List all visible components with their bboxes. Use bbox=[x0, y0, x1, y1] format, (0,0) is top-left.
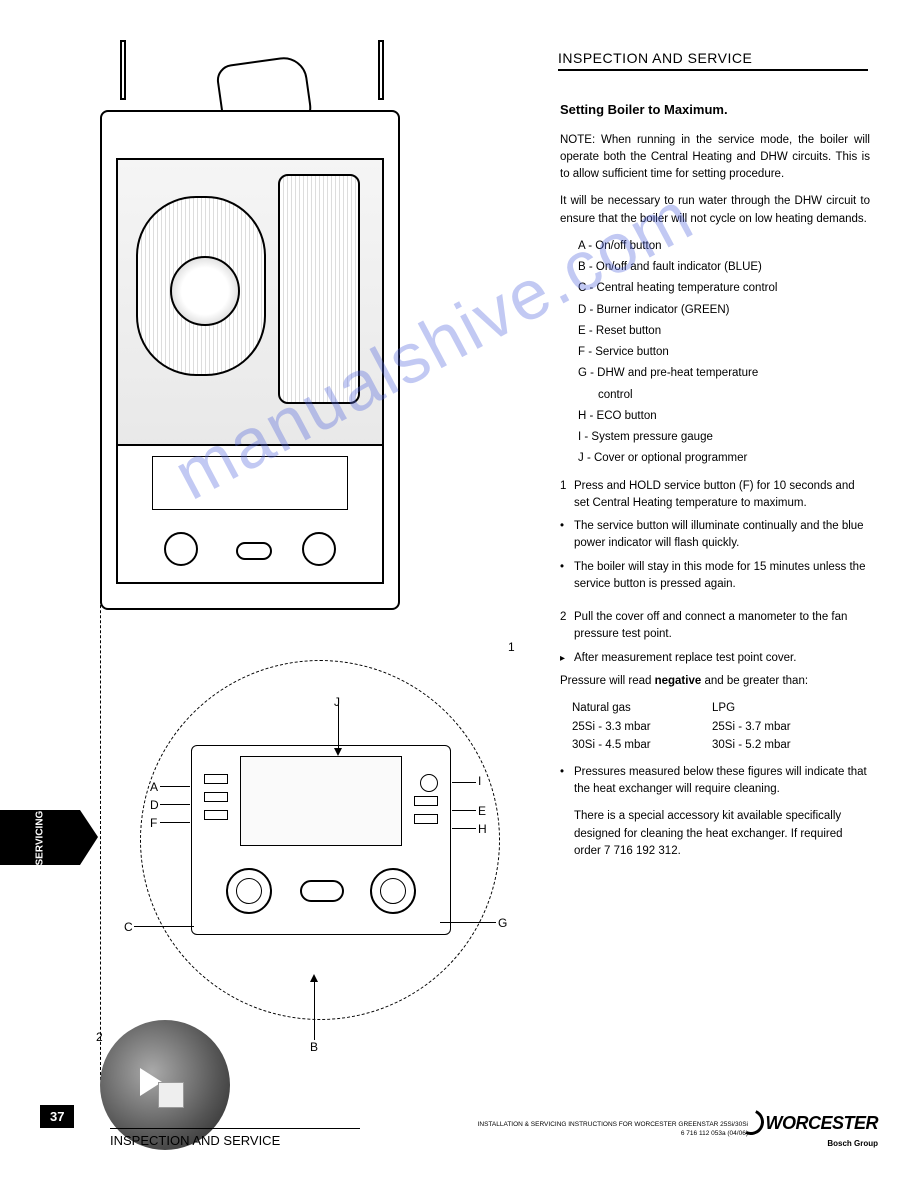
brand-logo: WORCESTER Bosch Group bbox=[738, 1113, 879, 1148]
boiler-illustration bbox=[90, 70, 410, 630]
label-i: I bbox=[478, 774, 481, 788]
pressure-note: Pressures measured below these figures w… bbox=[560, 764, 870, 799]
side-tab: SERVICING & SPARES bbox=[0, 810, 80, 865]
label-d: D bbox=[150, 798, 159, 812]
legend-item: control bbox=[578, 387, 870, 404]
label-f: F bbox=[150, 816, 157, 830]
page-footer: 37 INSPECTION AND SERVICE INSTALLATION &… bbox=[0, 1098, 918, 1168]
step-1-bullet: The boiler will stay in this mode for 15… bbox=[560, 559, 870, 594]
legend-item: C - Central heating temperature control bbox=[578, 280, 870, 297]
table-cell: 30Si - 4.5 mbar bbox=[572, 737, 712, 754]
table-cell: 25Si - 3.3 mbar bbox=[572, 719, 712, 736]
legend-item: B - On/off and fault indicator (BLUE) bbox=[578, 259, 870, 276]
accessory-note: There is a special accessory kit availab… bbox=[574, 808, 870, 860]
footer-section: INSPECTION AND SERVICE bbox=[110, 1128, 360, 1148]
footer-docinfo: INSTALLATION & SERVICING INSTRUCTIONS FO… bbox=[478, 1121, 748, 1138]
label-j: J bbox=[334, 695, 340, 709]
page-number: 37 bbox=[40, 1105, 74, 1128]
step-2-sub: After measurement replace test point cov… bbox=[560, 650, 870, 667]
logo-swoosh-icon bbox=[734, 1105, 767, 1138]
legend-list: A - On/off button B - On/off and fault i… bbox=[578, 238, 870, 468]
label-b: B bbox=[310, 1040, 318, 1054]
note2-paragraph: It will be necessary to run water throug… bbox=[560, 193, 870, 228]
pressure-intro: Pressure will read negative and be great… bbox=[560, 673, 870, 690]
step-1-bullet: The service button will illuminate conti… bbox=[560, 518, 870, 553]
label-g: G bbox=[498, 916, 507, 930]
label-c: C bbox=[124, 920, 133, 934]
step-2: 2 Pull the cover off and connect a manom… bbox=[560, 609, 870, 644]
section-header: INSPECTION AND SERVICE bbox=[558, 50, 868, 71]
legend-item: G - DHW and pre-heat temperature bbox=[578, 365, 870, 382]
leader-line bbox=[100, 560, 101, 1080]
pressure-table: Natural gas 25Si - 3.3 mbar 30Si - 4.5 m… bbox=[572, 700, 870, 754]
label-h: H bbox=[478, 822, 487, 836]
legend-item: D - Burner indicator (GREEN) bbox=[578, 302, 870, 319]
callout-2: 2 bbox=[96, 1030, 103, 1044]
content-heading: Setting Boiler to Maximum. bbox=[560, 100, 870, 120]
table-cell: 25Si - 3.7 mbar bbox=[712, 719, 852, 736]
label-e: E bbox=[478, 804, 486, 818]
legend-item: E - Reset button bbox=[578, 323, 870, 340]
callout-1: 1 bbox=[508, 640, 515, 654]
legend-item: F - Service button bbox=[578, 344, 870, 361]
control-panel-detail bbox=[140, 660, 500, 1020]
note-paragraph: NOTE: When running in the service mode, … bbox=[560, 132, 870, 184]
table-cell: 30Si - 5.2 mbar bbox=[712, 737, 852, 754]
legend-item: J - Cover or optional programmer bbox=[578, 450, 870, 467]
table-header: LPG bbox=[712, 700, 852, 717]
legend-item: A - On/off button bbox=[578, 238, 870, 255]
legend-item: I - System pressure gauge bbox=[578, 429, 870, 446]
content-column: Setting Boiler to Maximum. NOTE: When ru… bbox=[560, 100, 870, 860]
table-header: Natural gas bbox=[572, 700, 712, 717]
step-1: 1 Press and HOLD service button (F) for … bbox=[560, 478, 870, 513]
legend-item: H - ECO button bbox=[578, 408, 870, 425]
label-a: A bbox=[150, 780, 158, 794]
